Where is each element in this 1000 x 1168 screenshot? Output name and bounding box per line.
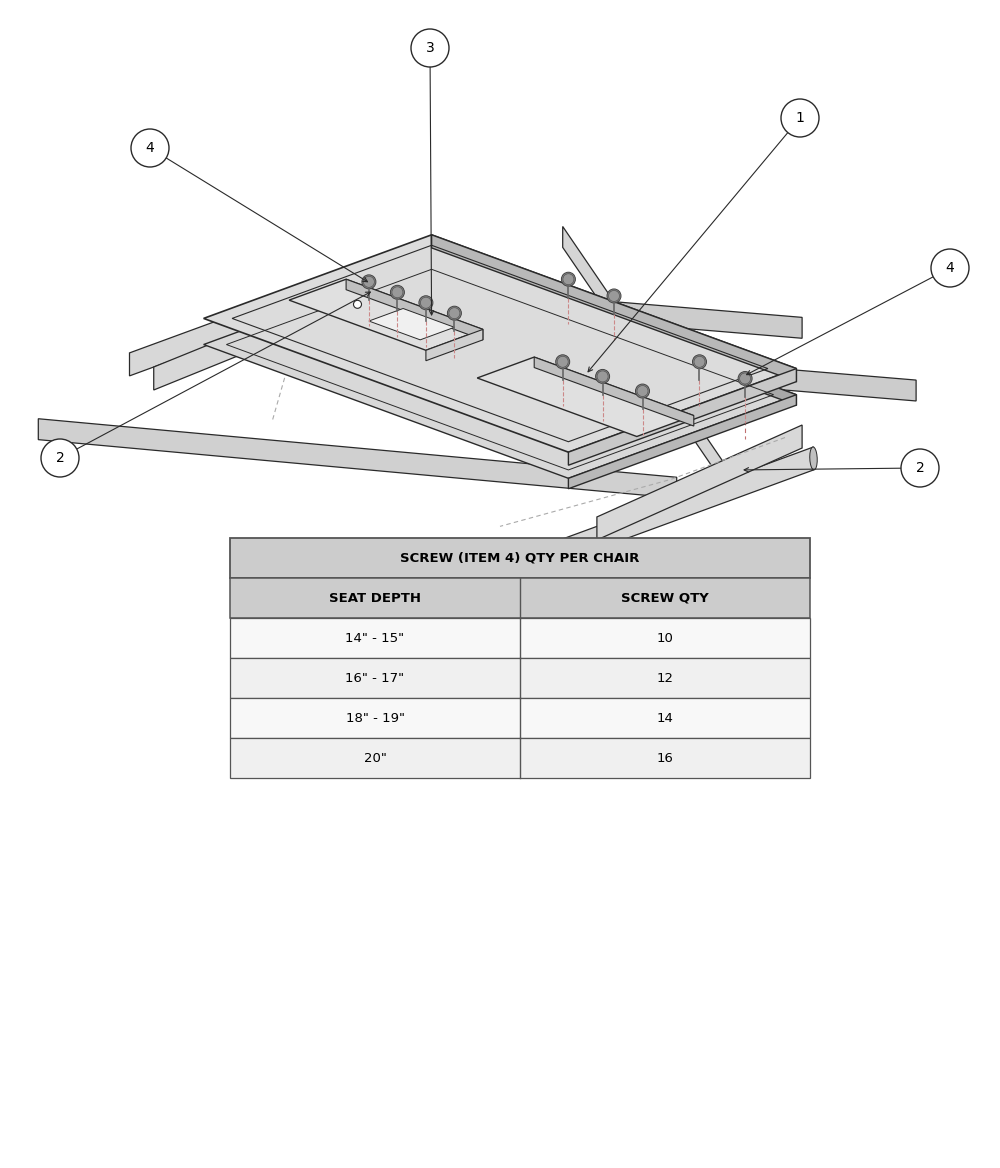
Polygon shape xyxy=(154,269,397,390)
Circle shape xyxy=(131,128,169,167)
Circle shape xyxy=(362,274,376,288)
Polygon shape xyxy=(432,260,796,405)
Polygon shape xyxy=(130,255,397,376)
Text: 16: 16 xyxy=(657,751,673,765)
Text: 2: 2 xyxy=(56,451,64,465)
Circle shape xyxy=(449,307,460,319)
Text: 14: 14 xyxy=(657,711,673,724)
Text: 12: 12 xyxy=(656,672,674,684)
Circle shape xyxy=(692,355,706,369)
Text: 4: 4 xyxy=(946,260,954,274)
Polygon shape xyxy=(204,235,796,452)
Bar xyxy=(230,578,810,618)
Bar xyxy=(230,698,810,738)
Circle shape xyxy=(419,296,433,310)
Bar xyxy=(230,618,810,658)
Circle shape xyxy=(411,29,449,67)
Circle shape xyxy=(781,99,819,137)
Polygon shape xyxy=(394,255,401,278)
Circle shape xyxy=(557,356,568,367)
Text: 20": 20" xyxy=(364,751,386,765)
Circle shape xyxy=(901,449,939,487)
Polygon shape xyxy=(426,329,483,361)
Text: 10: 10 xyxy=(657,632,673,645)
Polygon shape xyxy=(810,447,817,470)
Text: 2: 2 xyxy=(916,461,924,475)
Bar xyxy=(230,538,810,578)
Circle shape xyxy=(931,249,969,287)
Polygon shape xyxy=(369,308,454,340)
Polygon shape xyxy=(432,235,796,382)
Polygon shape xyxy=(614,301,802,339)
Polygon shape xyxy=(728,364,916,401)
Circle shape xyxy=(738,371,752,385)
Circle shape xyxy=(447,306,461,320)
Circle shape xyxy=(608,291,620,301)
Polygon shape xyxy=(38,419,677,499)
Circle shape xyxy=(390,285,404,299)
Circle shape xyxy=(363,277,374,287)
Polygon shape xyxy=(289,279,483,350)
Circle shape xyxy=(607,288,621,303)
Text: SCREW (ITEM 4) QTY PER CHAIR: SCREW (ITEM 4) QTY PER CHAIR xyxy=(400,551,640,564)
Circle shape xyxy=(556,355,570,369)
Circle shape xyxy=(420,297,431,308)
Polygon shape xyxy=(563,227,722,481)
Bar xyxy=(230,738,810,778)
Circle shape xyxy=(637,385,648,397)
Text: 14" - 15": 14" - 15" xyxy=(345,632,405,645)
Polygon shape xyxy=(346,279,483,340)
Text: SEAT DEPTH: SEAT DEPTH xyxy=(329,591,421,605)
Text: 16" - 17": 16" - 17" xyxy=(345,672,405,684)
Circle shape xyxy=(596,369,610,383)
Circle shape xyxy=(41,439,79,477)
Bar xyxy=(230,658,810,698)
Polygon shape xyxy=(568,395,796,488)
Text: 4: 4 xyxy=(146,141,154,155)
Polygon shape xyxy=(568,369,796,465)
Text: 1: 1 xyxy=(796,111,804,125)
Circle shape xyxy=(563,273,574,285)
Circle shape xyxy=(354,300,362,308)
Polygon shape xyxy=(597,425,802,540)
Circle shape xyxy=(694,356,705,367)
Text: 18" - 19": 18" - 19" xyxy=(346,711,404,724)
Text: SCREW QTY: SCREW QTY xyxy=(621,591,709,605)
Circle shape xyxy=(392,287,403,298)
Polygon shape xyxy=(557,447,814,564)
Text: 3: 3 xyxy=(426,41,434,55)
Polygon shape xyxy=(204,260,796,479)
Polygon shape xyxy=(534,357,694,426)
Polygon shape xyxy=(477,357,694,437)
Circle shape xyxy=(636,384,650,398)
Circle shape xyxy=(561,272,575,286)
Circle shape xyxy=(597,371,608,382)
Circle shape xyxy=(740,373,751,384)
